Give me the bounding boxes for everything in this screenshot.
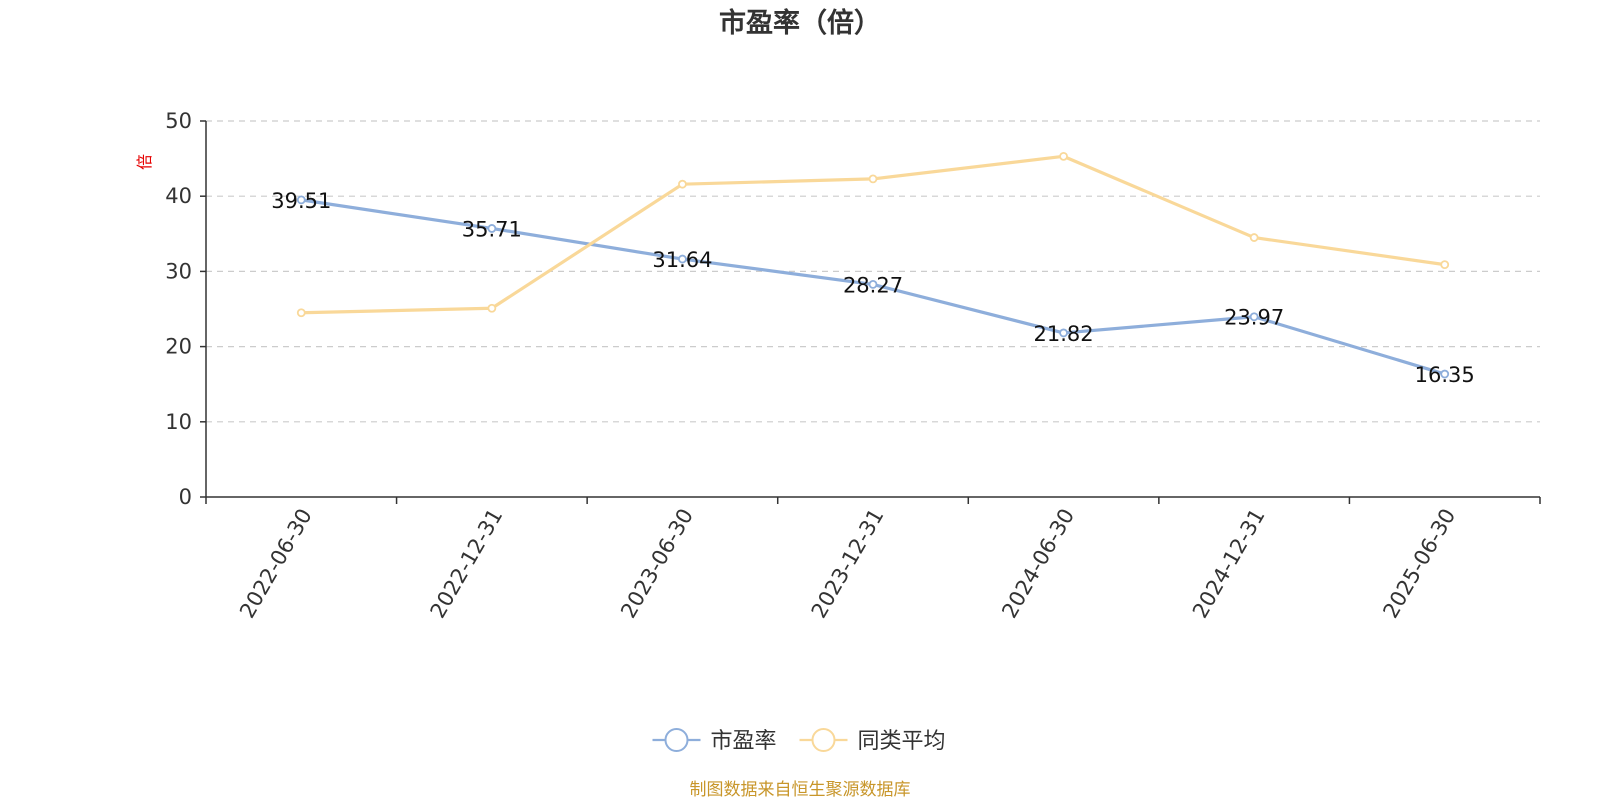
y-tick-label: 0	[179, 485, 192, 509]
data-label: 31.64	[652, 248, 712, 272]
y-tick-label: 20	[165, 335, 192, 359]
data-point[interactable]	[487, 224, 497, 233]
axes: 0 10 20 30 40 50 2022-06-30 2022-12-31 2023-06-3…	[165, 109, 1541, 623]
x-tick-label: 2023-06-30	[616, 505, 698, 623]
legend-circle-swatch	[664, 728, 689, 752]
data-label: 28.27	[843, 273, 903, 297]
data-point[interactable]	[1249, 233, 1259, 242]
x-tick-label: 2024-12-31	[1188, 505, 1270, 623]
data-point[interactable]	[678, 254, 687, 264]
data-point[interactable]	[1059, 328, 1068, 338]
data-point[interactable]	[296, 195, 306, 205]
x-tick-label: 2022-06-30	[235, 505, 317, 623]
y-tick-label: 30	[165, 259, 192, 283]
grid-lines	[206, 120, 1540, 423]
data-point[interactable]	[1249, 312, 1259, 322]
chart-title: 市盈率（倍）	[719, 7, 881, 39]
data-point[interactable]	[296, 308, 306, 318]
x-tick-label: 2023-12-31	[807, 505, 889, 623]
y-tick-label: 10	[165, 410, 192, 434]
source-note: 制图数据来自恒生聚源数据库	[690, 780, 911, 800]
legend-item-0[interactable]: 市盈率	[652, 728, 777, 754]
data-point[interactable]	[868, 280, 878, 289]
y-tick-label: 40	[165, 184, 192, 208]
data-point[interactable]	[1440, 369, 1450, 379]
x-tick-label: 2024-06-30	[997, 505, 1079, 623]
legend-circle-swatch	[811, 728, 836, 752]
data-label: 35.71	[462, 217, 522, 241]
legend-label: 同类平均	[858, 729, 946, 754]
legend-label: 市盈率	[711, 729, 777, 754]
x-tick-label: 2022-12-31	[426, 505, 508, 623]
data-label: 16.35	[1415, 363, 1475, 387]
data-point[interactable]	[678, 179, 687, 189]
data-point[interactable]	[868, 174, 878, 184]
series-lines	[296, 151, 1450, 379]
data-label: 21.82	[1034, 322, 1094, 346]
x-tick-label: 2025-06-30	[1378, 505, 1460, 623]
data-point[interactable]	[1440, 260, 1450, 270]
data-point[interactable]	[1059, 151, 1068, 161]
legend[interactable]: 市盈率 同类平均	[652, 728, 946, 754]
legend-item-1[interactable]: 同类平均	[799, 728, 946, 754]
data-labels: 39.51 35.71 31.64 28.27 21.82 23.97 16.35	[271, 189, 1475, 387]
data-label: 39.51	[271, 189, 331, 213]
data-point[interactable]	[487, 303, 497, 313]
y-tick-label: 50	[165, 109, 192, 133]
data-label: 23.97	[1224, 306, 1284, 330]
y-axis-unit-label: 倍	[135, 154, 154, 170]
